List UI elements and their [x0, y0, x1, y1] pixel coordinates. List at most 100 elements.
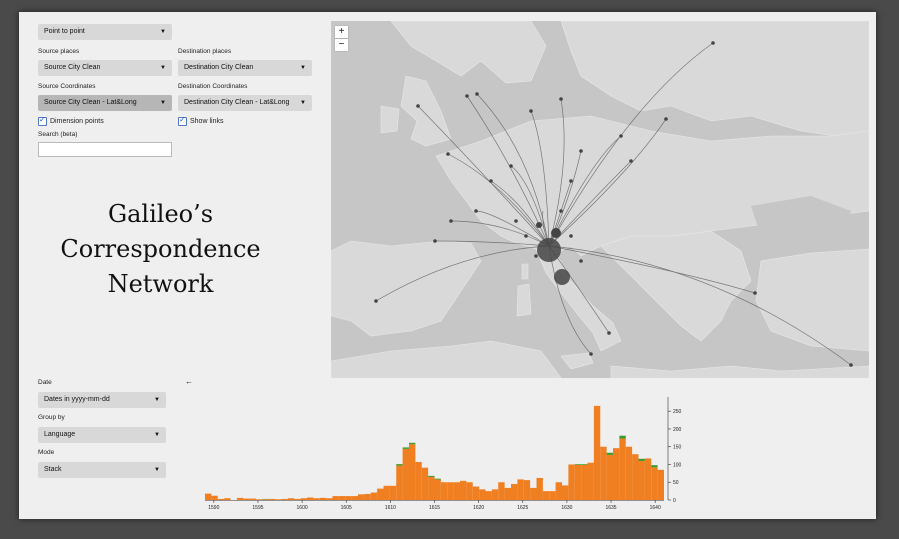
histogram-bar[interactable] [256, 499, 263, 500]
histogram-bar-secondary[interactable] [651, 465, 658, 468]
histogram-bar[interactable] [466, 482, 473, 500]
histogram-bar[interactable] [370, 492, 378, 500]
histogram-bar[interactable] [319, 497, 327, 500]
histogram-bar[interactable] [262, 499, 269, 500]
histogram-bar[interactable] [447, 482, 454, 500]
histogram-bar[interactable] [364, 493, 371, 500]
histogram-bar[interactable] [632, 454, 639, 500]
histogram-bar-secondary[interactable] [428, 475, 435, 477]
destination-coords-select[interactable]: Destination City Clean - Lat&Long ▼ [178, 95, 312, 111]
timeline-histogram[interactable]: 1590 1595 1600 1605 1610 1615 1620 1625 1630 1635… [199, 392, 689, 514]
histogram-bar[interactable] [613, 448, 620, 500]
histogram-bar[interactable] [217, 498, 225, 500]
histogram-bar[interactable] [504, 487, 511, 500]
show-links-checkbox[interactable]: Show links [178, 115, 223, 126]
histogram-bar[interactable] [562, 485, 569, 500]
histogram-bar[interactable] [453, 482, 460, 500]
histogram-bar[interactable] [281, 498, 288, 500]
histogram-bar[interactable] [313, 498, 320, 500]
histogram-bar[interactable] [383, 485, 390, 500]
histogram-bar-secondary[interactable] [409, 442, 416, 445]
histogram-bar-secondary[interactable] [574, 464, 582, 465]
map-view[interactable]: + − [331, 21, 869, 378]
histogram-bar-secondary[interactable] [606, 452, 613, 455]
histogram-bar[interactable] [460, 480, 467, 500]
histogram-bar[interactable] [498, 482, 505, 500]
histogram-bar[interactable] [243, 498, 250, 500]
histogram-bar[interactable] [491, 489, 499, 500]
checkbox-checked-icon[interactable] [38, 115, 47, 126]
search-input[interactable] [38, 142, 172, 157]
histogram-bar[interactable] [523, 480, 531, 500]
histogram-bar[interactable] [644, 458, 652, 500]
histogram-bar[interactable] [472, 486, 480, 500]
histogram-bar[interactable] [211, 495, 218, 500]
destination-places-select[interactable]: Destination City Clean ▼ [178, 60, 312, 76]
map-canvas[interactable] [331, 21, 869, 378]
dimension-points-checkbox[interactable]: Dimension points [38, 115, 104, 126]
histogram-bar[interactable] [205, 493, 212, 500]
histogram-bar[interactable] [651, 467, 658, 500]
histogram-bar[interactable] [332, 496, 339, 500]
histogram-bar[interactable] [581, 464, 588, 500]
histogram-bar[interactable] [574, 464, 582, 500]
histogram-bar[interactable] [587, 462, 594, 500]
histogram-bar[interactable] [593, 405, 601, 500]
histogram-bar[interactable] [415, 461, 422, 500]
zoom-in-button[interactable]: + [335, 26, 348, 38]
histogram-bar[interactable] [287, 498, 295, 500]
histogram-bar[interactable] [479, 489, 486, 500]
histogram-bar[interactable] [485, 491, 492, 500]
histogram-bar[interactable] [224, 498, 231, 500]
histogram-bar[interactable] [358, 494, 365, 500]
histogram-bar-secondary[interactable] [638, 458, 645, 461]
histogram-bar[interactable] [307, 497, 314, 500]
histogram-bar[interactable] [638, 460, 645, 500]
histogram-bar[interactable] [568, 464, 575, 500]
histogram-bar[interactable] [338, 496, 346, 500]
histogram-bar[interactable] [434, 479, 441, 500]
histogram-bar[interactable] [236, 497, 244, 500]
histogram-bar[interactable] [326, 498, 333, 500]
histogram-bar[interactable] [625, 446, 633, 500]
histogram-bar[interactable] [351, 496, 358, 500]
zoom-out-button[interactable]: − [335, 39, 348, 51]
histogram-bar[interactable] [421, 467, 429, 500]
histogram-bar[interactable] [409, 444, 416, 500]
histogram-bar-secondary[interactable] [402, 447, 409, 449]
date-select[interactable]: Dates in yyyy-mm-dd ▼ [38, 392, 166, 408]
source-places-select[interactable]: Source City Clean ▼ [38, 60, 172, 76]
histogram-bar-secondary[interactable] [581, 464, 588, 465]
histogram-bar-secondary[interactable] [619, 435, 626, 439]
histogram-bar[interactable] [555, 482, 562, 500]
histogram-bar[interactable] [275, 499, 282, 500]
histogram-bar-secondary[interactable] [434, 478, 441, 480]
histogram-bar[interactable] [268, 498, 276, 500]
histogram-bar[interactable] [606, 454, 613, 500]
group-by-select[interactable]: Language ▼ [38, 427, 166, 443]
source-coords-select[interactable]: Source City Clean - Lat&Long ▼ [38, 95, 172, 111]
histogram-bar[interactable] [619, 438, 626, 500]
checkbox-checked-icon[interactable] [178, 115, 187, 126]
histogram-bar[interactable] [530, 487, 537, 500]
mode-stack-select[interactable]: Stack ▼ [38, 462, 166, 478]
histogram-bar[interactable] [549, 491, 556, 500]
histogram-bar[interactable] [440, 482, 448, 500]
histogram-bar[interactable] [345, 496, 352, 500]
histogram-bar[interactable] [402, 448, 409, 500]
histogram-bar[interactable] [517, 479, 524, 500]
histogram-bar[interactable] [428, 476, 435, 500]
histogram-bar[interactable] [542, 491, 550, 500]
histogram-bar[interactable] [300, 498, 307, 500]
histogram-bar[interactable] [377, 488, 384, 500]
back-arrow-icon[interactable]: ← [185, 377, 193, 386]
histogram-bar[interactable] [294, 498, 301, 500]
mode-select[interactable]: Point to point ▼ [38, 24, 172, 40]
histogram-bar[interactable] [657, 469, 664, 500]
histogram-bar[interactable] [249, 498, 256, 500]
histogram-bar[interactable] [511, 484, 518, 500]
histogram-bar[interactable] [389, 485, 397, 500]
histogram-bar[interactable] [396, 465, 403, 500]
histogram-bar[interactable] [536, 477, 543, 500]
histogram-bar-secondary[interactable] [396, 464, 403, 466]
